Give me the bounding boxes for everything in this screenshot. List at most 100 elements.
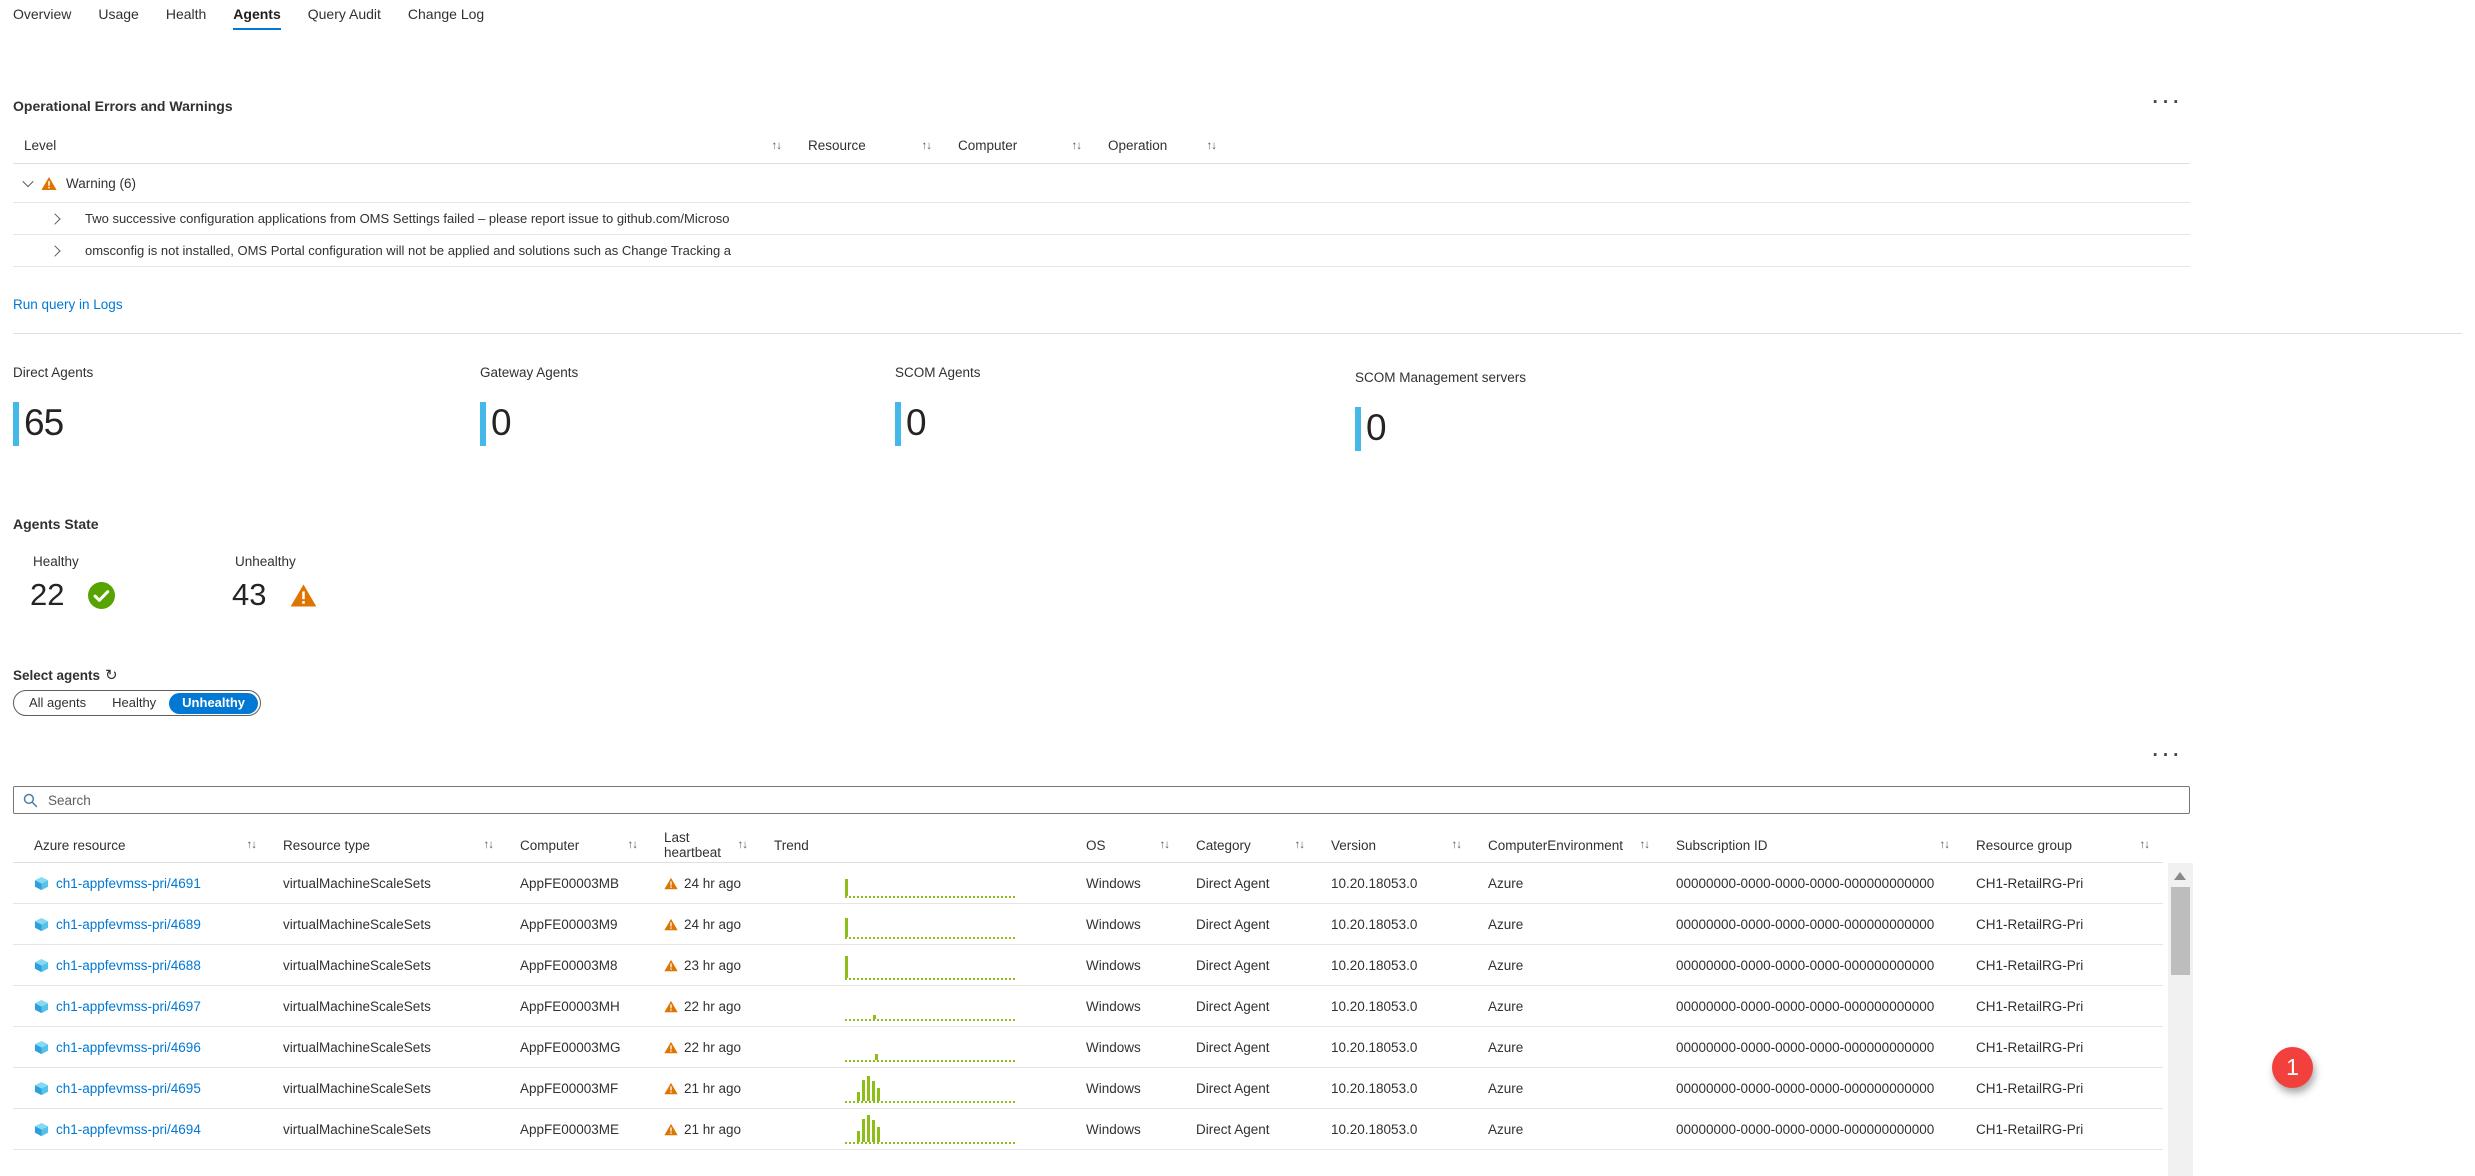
- cell-resource-type: virtualMachineScaleSets: [283, 875, 431, 891]
- azure-resource-link[interactable]: ch1-appfevmss-pri/4695: [56, 1080, 201, 1096]
- column-header-subscription-id[interactable]: Subscription ID ↑↓: [1663, 838, 1963, 853]
- sort-icon[interactable]: ↑↓: [1639, 839, 1650, 851]
- section-divider: [13, 333, 2462, 334]
- chevron-down-icon[interactable]: [22, 175, 34, 188]
- warning-icon: [664, 959, 678, 971]
- filter-option-unhealthy[interactable]: Unhealthy: [169, 692, 259, 714]
- column-header-last-heartbeat[interactable]: Last heartbeat ↑↓: [651, 830, 761, 860]
- sort-icon[interactable]: ↑↓: [2139, 839, 2150, 851]
- kpi-scom-management-servers: SCOM Management servers 0: [1355, 370, 1526, 451]
- unhealthy-value: 43: [232, 577, 267, 612]
- sort-icon[interactable]: ↑↓: [1159, 839, 1170, 851]
- column-label: Subscription ID: [1676, 837, 1768, 853]
- trend-bar: [877, 1088, 880, 1101]
- column-header-os[interactable]: OS ↑↓: [1073, 838, 1183, 853]
- table-row[interactable]: ch1-appfevmss-pri/4696 virtualMachineScal…: [13, 1027, 2163, 1068]
- tab-agents[interactable]: Agents: [233, 6, 281, 30]
- sort-icon[interactable]: ↑↓: [1939, 839, 1950, 851]
- refresh-icon[interactable]: ↻: [105, 667, 118, 684]
- table-row[interactable]: ch1-appfevmss-pri/4691 virtualMachineScal…: [13, 863, 2163, 904]
- sort-icon[interactable]: ↑↓: [1294, 839, 1305, 851]
- azure-resource-link[interactable]: ch1-appfevmss-pri/4688: [56, 957, 201, 973]
- trend-bar: [857, 1131, 860, 1142]
- table-row[interactable]: ch1-appfevmss-pri/4688 virtualMachineScal…: [13, 945, 2163, 986]
- tab-change-log[interactable]: Change Log: [407, 6, 485, 22]
- column-header-trend[interactable]: Trend: [761, 838, 1073, 853]
- sort-icon[interactable]: ↑↓: [1451, 839, 1462, 851]
- tab-health[interactable]: Health: [165, 6, 207, 22]
- cell-subscription-id: 00000000-0000-0000-0000-000000000000: [1676, 1080, 1935, 1096]
- sort-icon[interactable]: ↑↓: [627, 839, 638, 851]
- cell-category: Direct Agent: [1196, 1121, 1270, 1137]
- column-header-computerenvironment[interactable]: ComputerEnvironment ↑↓: [1475, 838, 1663, 853]
- agents-table-menu-icon[interactable]: ···: [2145, 746, 2191, 765]
- errors-section-menu-icon[interactable]: ···: [2145, 93, 2191, 112]
- table-row[interactable]: ch1-appfevmss-pri/4697 virtualMachineScal…: [13, 986, 2163, 1027]
- column-header-resource-type[interactable]: Resource type ↑↓: [270, 838, 507, 853]
- cell-resource-type: virtualMachineScaleSets: [283, 957, 431, 973]
- kpi-value-row: 0: [895, 402, 981, 446]
- table-row[interactable]: ch1-appfevmss-pri/4694 virtualMachineScal…: [13, 1109, 2163, 1150]
- chevron-right-icon[interactable]: [49, 244, 61, 257]
- warning-icon: [664, 1123, 678, 1135]
- chevron-right-icon[interactable]: [49, 212, 61, 225]
- sort-icon[interactable]: ↑↓: [921, 139, 932, 152]
- cell-last-heartbeat: 23 hr ago: [651, 945, 761, 985]
- cell-trend: [761, 1109, 1073, 1149]
- table-row[interactable]: ch1-appfevmss-pri/4689 virtualMachineScal…: [13, 904, 2163, 945]
- last-heartbeat-value: 23 hr ago: [684, 957, 742, 973]
- error-message-row[interactable]: omsconfig is not installed, OMS Portal c…: [13, 235, 2190, 267]
- search-box[interactable]: [13, 786, 2190, 814]
- column-header-level[interactable]: Level ↑↓: [13, 138, 795, 153]
- table-scrollbar[interactable]: [2168, 863, 2193, 1176]
- azure-resource-link[interactable]: ch1-appfevmss-pri/4694: [56, 1121, 201, 1137]
- trend-bar: [875, 1054, 878, 1060]
- column-header-version[interactable]: Version ↑↓: [1318, 838, 1475, 853]
- scroll-up-arrow-icon[interactable]: [2174, 872, 2186, 880]
- search-input[interactable]: [46, 791, 2180, 809]
- warning-group-label: Warning (6): [66, 175, 137, 191]
- azure-resource-link[interactable]: ch1-appfevmss-pri/4697: [56, 998, 201, 1014]
- column-label: Operation: [1108, 138, 1168, 153]
- column-header-resource[interactable]: Resource ↑↓: [795, 138, 945, 153]
- column-header-computer[interactable]: Computer ↑↓: [945, 138, 1095, 153]
- tab-bar: Overview Usage Health Agents Query Audit Chan…: [13, 6, 484, 30]
- error-message-row[interactable]: Two successive configuration application…: [13, 203, 2190, 235]
- table-row[interactable]: ch1-appfevmss-pri/4695 virtualMachineScal…: [13, 1068, 2163, 1109]
- cell-computer-environment: Azure: [1488, 1080, 1524, 1096]
- cell-last-heartbeat: 22 hr ago: [651, 986, 761, 1026]
- azure-resource-link[interactable]: ch1-appfevmss-pri/4691: [56, 875, 201, 891]
- cell-os: Windows: [1086, 1080, 1141, 1096]
- tab-usage[interactable]: Usage: [98, 6, 139, 22]
- column-label: Computer: [520, 837, 580, 853]
- tab-overview[interactable]: Overview: [13, 6, 72, 22]
- column-header-category[interactable]: Category ↑↓: [1183, 838, 1318, 853]
- filter-option-healthy[interactable]: Healthy: [112, 695, 157, 710]
- run-query-in-logs-link[interactable]: Run query in Logs: [13, 297, 123, 312]
- azure-resource-link[interactable]: ch1-appfevmss-pri/4689: [56, 916, 201, 932]
- column-header-operation[interactable]: Operation ↑↓: [1095, 138, 1230, 153]
- vmss-icon: [34, 917, 49, 931]
- kpi-value: 0: [1366, 407, 1387, 448]
- filter-option-all-agents[interactable]: All agents: [29, 695, 87, 710]
- column-header-azure-resource[interactable]: Azure resource ↑↓: [13, 838, 270, 853]
- trend-bar: [872, 1120, 875, 1142]
- sort-icon[interactable]: ↑↓: [246, 839, 257, 851]
- sort-icon[interactable]: ↑↓: [771, 139, 782, 152]
- trend-bar: [845, 879, 848, 896]
- sort-icon[interactable]: ↑↓: [483, 839, 494, 851]
- sort-icon[interactable]: ↑↓: [737, 839, 748, 851]
- sort-icon[interactable]: ↑↓: [1071, 139, 1082, 152]
- cell-computer: AppFE00003MB: [520, 875, 620, 891]
- vmss-icon: [34, 958, 49, 972]
- warning-group-row[interactable]: Warning (6): [13, 164, 2190, 203]
- cell-version: 10.20.18053.0: [1331, 1121, 1418, 1137]
- scrollbar-thumb[interactable]: [2171, 887, 2190, 975]
- column-header-resource-group[interactable]: Resource group ↑↓: [1963, 838, 2163, 853]
- column-header-computer[interactable]: Computer ↑↓: [507, 838, 651, 853]
- select-agents-label: Select agents ↻: [13, 666, 118, 684]
- sort-icon[interactable]: ↑↓: [1206, 139, 1217, 152]
- tab-query-audit[interactable]: Query Audit: [307, 6, 381, 22]
- azure-resource-link[interactable]: ch1-appfevmss-pri/4696: [56, 1039, 201, 1055]
- errors-table-header: Level ↑↓ Resource ↑↓ Computer ↑↓ Operation ↑↓: [13, 128, 2190, 164]
